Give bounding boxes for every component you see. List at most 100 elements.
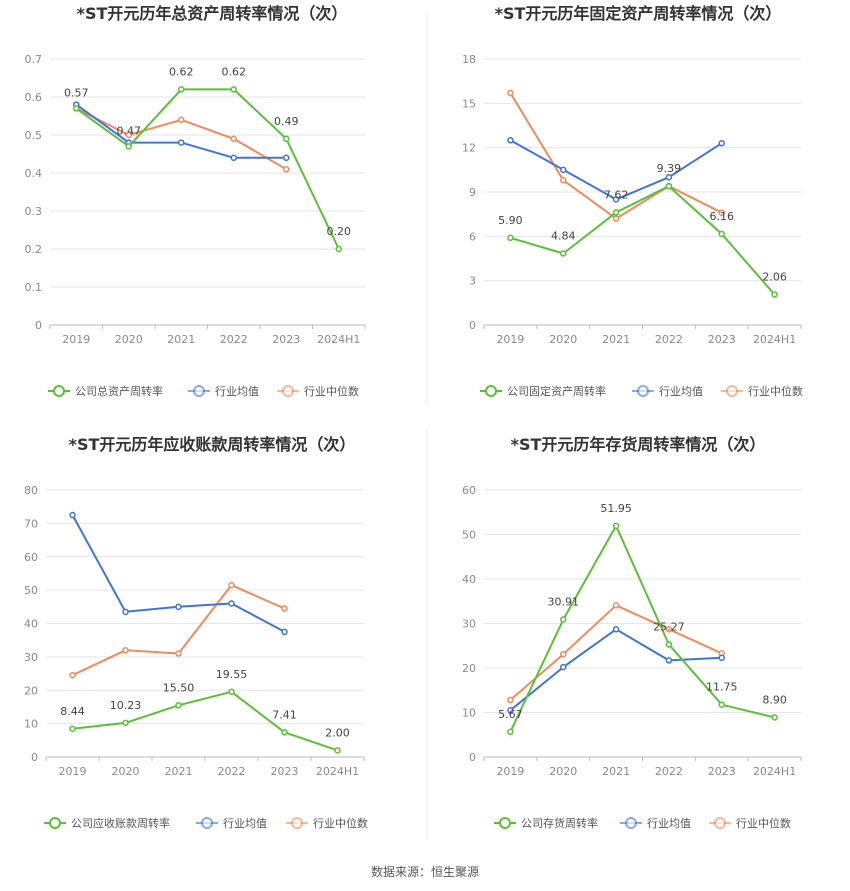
y-tick-label: 30: [24, 651, 38, 664]
data-point: [178, 139, 185, 146]
data-point: [771, 291, 778, 298]
data-point: [507, 707, 514, 714]
data-point: [612, 196, 620, 203]
data-point: [230, 154, 237, 162]
x-tick-label: 2019: [496, 333, 524, 346]
x-tick-label: 2022: [655, 333, 683, 346]
data-point: [335, 245, 342, 253]
data-point: [507, 89, 514, 97]
data-label: 51.95: [600, 502, 632, 515]
data-point: [560, 650, 567, 658]
data-label: 0.57: [64, 86, 89, 99]
x-tick-label: 2023: [271, 765, 299, 778]
data-point: [560, 663, 567, 671]
legend-marker: [625, 817, 637, 829]
legend-marker: [193, 385, 205, 397]
data-point: [612, 209, 620, 216]
x-tick-label: 2020: [115, 333, 143, 346]
legend-label: 行业中位数: [748, 384, 803, 398]
data-label: 10.23: [110, 699, 142, 712]
series-line-1: [72, 690, 338, 752]
y-tick-label: 0.1: [25, 281, 43, 294]
data-point: [560, 166, 567, 174]
y-tick-label: 0.5: [25, 129, 43, 142]
data-point: [665, 173, 673, 181]
data-point: [507, 696, 514, 704]
x-tick-label: 2022: [655, 765, 683, 778]
x-tick-label: 2019: [59, 765, 87, 778]
y-tick-label: 40: [462, 573, 476, 586]
x-tick-label: 2019: [62, 333, 90, 346]
x-tick-label: 2020: [549, 333, 577, 346]
chart-panel-1: *ST开元历年总资产周转率情况（次） 0 0.1 0.2 0.3 0.4 0.5 0.6 0.7…: [25, 4, 366, 398]
chart-panel-4: *ST开元历年存货周转率情况（次） 0 10 20 30 40 50 60 2019 2020 20…: [462, 435, 802, 830]
data-point: [230, 135, 237, 143]
x-tick-label: 2021: [602, 333, 630, 346]
data-label: 15.50: [163, 681, 195, 694]
data-point: [281, 729, 288, 736]
data-point: [612, 602, 620, 609]
legend-label: 行业中位数: [313, 816, 368, 830]
legend-label: 行业均值: [215, 385, 259, 398]
y-tick-label: 6: [469, 230, 476, 243]
legend-label: 行业均值: [223, 817, 267, 830]
data-point: [122, 719, 129, 727]
y-tick-label: 80: [24, 484, 38, 497]
chart-title: *ST开元历年存货周转率情况（次）: [511, 435, 766, 454]
x-tick-label: 2024H1: [753, 333, 796, 346]
data-point: [718, 654, 725, 662]
data-label: 7.41: [272, 708, 297, 721]
data-label: 0.47: [117, 124, 142, 137]
data-point: [718, 701, 725, 708]
data-point: [178, 116, 185, 124]
y-tick-label: 20: [24, 684, 38, 697]
data-point: [283, 154, 290, 162]
data-point: [73, 105, 80, 112]
legend-label: 行业均值: [659, 385, 703, 398]
x-tick-label: 2024H1: [753, 765, 796, 778]
series-line-1: [75, 88, 340, 250]
legend-marker: [499, 817, 511, 829]
data-point: [507, 137, 514, 144]
data-label: 0.49: [274, 115, 299, 128]
legend-marker: [53, 385, 65, 397]
data-point: [230, 86, 237, 93]
legend-marker: [291, 817, 303, 829]
data-point: [178, 86, 185, 93]
data-point: [665, 182, 673, 190]
data-point: [560, 176, 567, 184]
y-tick-label: 10: [24, 718, 38, 731]
x-tick-label: 2021: [167, 333, 195, 346]
data-label: 9.39: [657, 162, 682, 175]
chart-panel-2: *ST开元历年固定资产周转率情况（次） 0 3 6 9 12 15 18 2019 2020 202…: [462, 4, 803, 398]
data-point: [560, 616, 567, 623]
y-tick-label: 15: [462, 97, 476, 110]
x-tick-label: 2022: [220, 333, 248, 346]
x-tick-label: 2022: [218, 765, 246, 778]
data-point: [612, 522, 620, 530]
data-point: [125, 131, 132, 139]
data-label: 5.67: [498, 708, 523, 721]
legend-marker: [485, 385, 497, 397]
data-point: [175, 650, 182, 657]
data-point: [69, 671, 76, 679]
data-point: [175, 603, 182, 611]
data-point: [718, 139, 725, 147]
data-point: [507, 234, 514, 242]
y-tick-label: 40: [24, 618, 38, 631]
x-tick-label: 2021: [602, 765, 630, 778]
x-tick-label: 2023: [708, 765, 736, 778]
data-label: 19.55: [216, 668, 248, 681]
data-label: 2.00: [325, 726, 350, 739]
legend-marker: [726, 385, 738, 397]
series-line-2: [71, 514, 285, 633]
legend-marker: [201, 817, 213, 829]
data-point: [175, 702, 182, 709]
x-tick-label: 2020: [549, 765, 577, 778]
source-note: 数据来源：恒生聚源: [371, 864, 479, 879]
legend-marker: [49, 817, 61, 829]
legend-label: 公司应收账款周转率: [71, 816, 170, 830]
y-tick-label: 0.7: [25, 53, 43, 66]
legend-marker: [714, 817, 726, 829]
data-label: 5.90: [498, 214, 523, 227]
